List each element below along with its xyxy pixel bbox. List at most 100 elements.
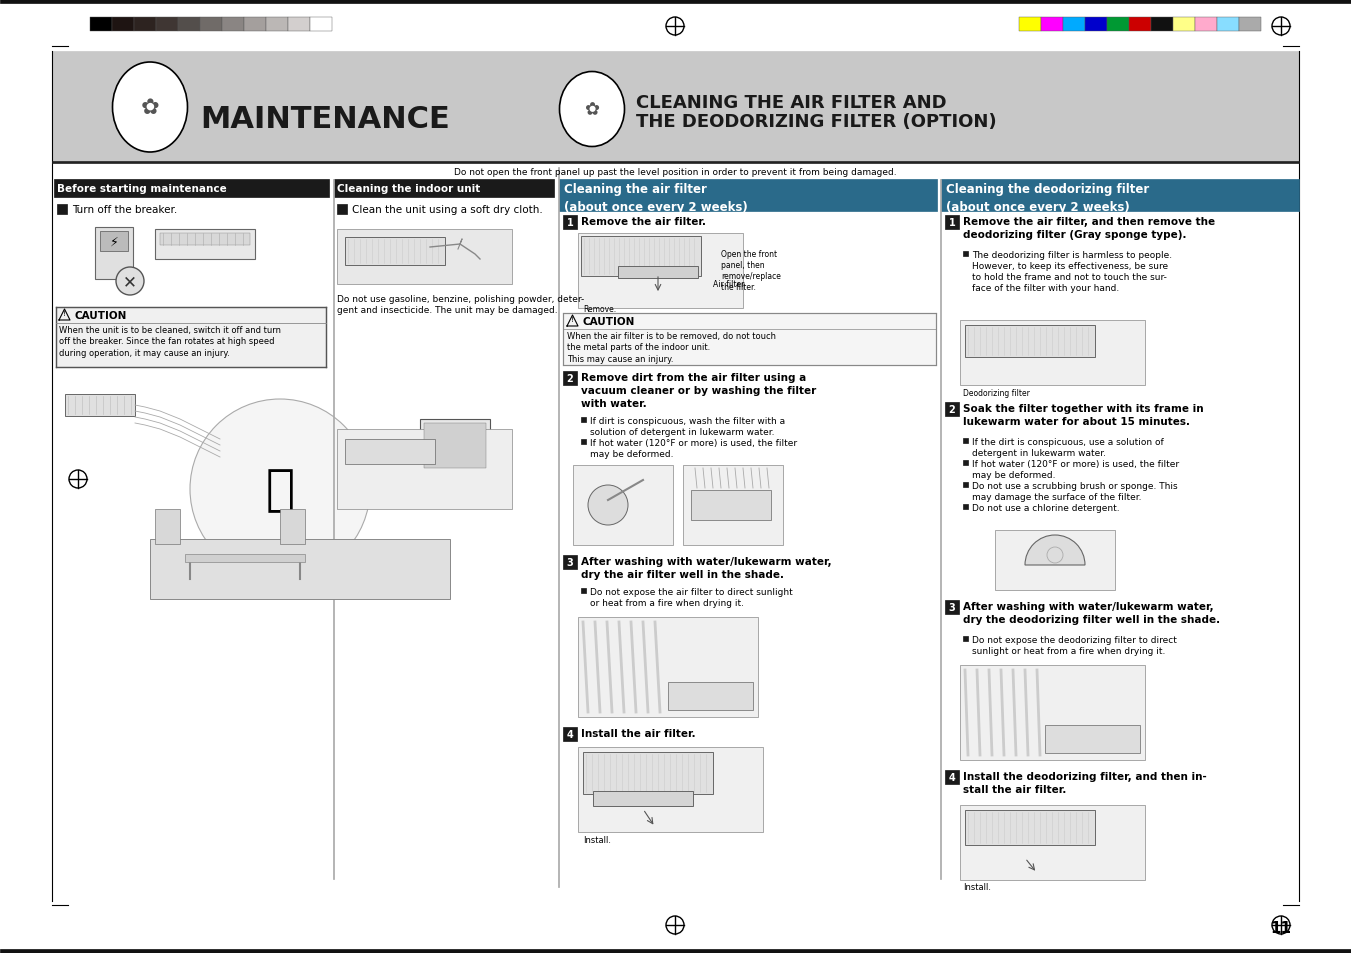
Bar: [178, 18, 200, 32]
Bar: [563, 727, 577, 741]
Bar: [617, 267, 698, 278]
Bar: [155, 510, 180, 544]
Bar: [581, 588, 586, 594]
Bar: [91, 18, 112, 32]
Bar: [1019, 18, 1042, 32]
Bar: [1129, 18, 1151, 32]
Text: Open the front
panel, then
remove/replace
the filter.: Open the front panel, then remove/replac…: [721, 250, 781, 292]
Bar: [965, 810, 1096, 845]
Bar: [563, 215, 577, 230]
Text: 4: 4: [948, 772, 955, 782]
Bar: [57, 205, 68, 214]
Text: 4: 4: [566, 729, 573, 740]
Text: Install.: Install.: [963, 882, 992, 891]
Bar: [309, 18, 332, 32]
Text: ✕: ✕: [123, 273, 136, 291]
Text: !: !: [63, 311, 66, 316]
Bar: [578, 747, 763, 832]
Bar: [345, 237, 444, 266]
Text: Soak the filter together with its frame in
lukewarm water for about 15 minutes.: Soak the filter together with its frame …: [963, 403, 1204, 427]
Bar: [155, 230, 255, 260]
Bar: [1151, 18, 1173, 32]
Text: The deodorizing filter is harmless to people.
However, to keep its effectiveness: The deodorizing filter is harmless to pe…: [971, 251, 1173, 293]
Bar: [65, 395, 135, 416]
Bar: [95, 228, 132, 280]
Text: gent and insecticide. The unit may be damaged.: gent and insecticide. The unit may be da…: [336, 306, 558, 314]
Text: Clean the unit using a soft dry cloth.: Clean the unit using a soft dry cloth.: [353, 205, 543, 214]
Text: Install.: Install.: [584, 835, 611, 844]
Bar: [563, 372, 577, 386]
Text: ✿: ✿: [585, 101, 600, 119]
Bar: [684, 465, 784, 545]
Bar: [667, 682, 753, 710]
Text: CLEANING THE AIR FILTER AND: CLEANING THE AIR FILTER AND: [636, 94, 947, 112]
Bar: [965, 326, 1096, 357]
Text: Remove the air filter.: Remove the air filter.: [581, 216, 707, 227]
Bar: [424, 423, 486, 469]
Bar: [1217, 18, 1239, 32]
Bar: [961, 320, 1146, 386]
Bar: [245, 18, 266, 32]
Bar: [112, 18, 134, 32]
Text: 1: 1: [566, 218, 573, 228]
Bar: [288, 18, 309, 32]
Bar: [581, 439, 586, 444]
Bar: [690, 491, 771, 520]
Bar: [963, 460, 969, 465]
Text: 2: 2: [948, 405, 955, 415]
Bar: [345, 439, 435, 464]
Bar: [159, 233, 250, 246]
Bar: [280, 510, 305, 544]
Text: 2: 2: [566, 374, 573, 384]
Text: If hot water (120°F or more) is used, the filter
may be deformed.: If hot water (120°F or more) is used, th…: [971, 459, 1179, 479]
Text: Do not use a scrubbing brush or sponge. This
may damage the surface of the filte: Do not use a scrubbing brush or sponge. …: [971, 481, 1178, 501]
Bar: [563, 556, 577, 569]
Bar: [584, 752, 713, 794]
Bar: [100, 232, 128, 252]
Text: Cleaning the air filter
(about once every 2 weeks): Cleaning the air filter (about once ever…: [563, 183, 747, 213]
Bar: [222, 18, 245, 32]
Bar: [944, 770, 959, 784]
Text: !: !: [571, 316, 574, 322]
Text: After washing with water/lukewarm water,
dry the deodorizing filter well in the : After washing with water/lukewarm water,…: [963, 601, 1220, 624]
Text: Cleaning the indoor unit: Cleaning the indoor unit: [336, 184, 480, 193]
Bar: [1046, 725, 1140, 753]
Bar: [266, 18, 288, 32]
Bar: [963, 252, 969, 256]
Text: Air filter: Air filter: [713, 280, 744, 289]
Text: Do not use a chlorine detergent.: Do not use a chlorine detergent.: [971, 503, 1120, 513]
Text: Remove dirt from the air filter using a
vacuum cleaner or by washing the filter
: Remove dirt from the air filter using a …: [581, 373, 816, 409]
Circle shape: [116, 268, 145, 295]
Bar: [1173, 18, 1196, 32]
Bar: [0, 949, 1351, 953]
Bar: [559, 180, 938, 212]
Bar: [150, 539, 450, 599]
Text: Do not open the front panel up past the level position in order to prevent it fr: Do not open the front panel up past the …: [454, 168, 896, 177]
Text: If hot water (120°F or more) is used, the filter
may be deformed.: If hot water (120°F or more) is used, th…: [590, 438, 797, 458]
Text: CAUTION: CAUTION: [74, 311, 127, 320]
Bar: [1085, 18, 1106, 32]
Bar: [336, 230, 512, 285]
Bar: [944, 215, 959, 230]
Bar: [1042, 18, 1063, 32]
Text: Deodorizing filter: Deodorizing filter: [963, 389, 1029, 397]
Text: Install the air filter.: Install the air filter.: [581, 728, 696, 739]
Bar: [155, 18, 178, 32]
Text: ⚡: ⚡: [109, 235, 119, 248]
Bar: [563, 314, 936, 366]
Text: Cleaning the deodorizing filter
(about once every 2 weeks): Cleaning the deodorizing filter (about o…: [946, 183, 1150, 213]
Bar: [334, 180, 554, 198]
Bar: [593, 791, 693, 806]
Bar: [54, 180, 330, 198]
Bar: [1196, 18, 1217, 32]
Text: After washing with water/lukewarm water,
dry the air filter well in the shade.: After washing with water/lukewarm water,…: [581, 557, 832, 579]
Text: If the dirt is conspicuous, use a solution of
detergent in lukewarm water.: If the dirt is conspicuous, use a soluti…: [971, 437, 1163, 457]
Text: Turn off the breaker.: Turn off the breaker.: [72, 205, 177, 214]
Text: THE DEODORIZING FILTER (OPTION): THE DEODORIZING FILTER (OPTION): [636, 112, 997, 131]
Bar: [1106, 18, 1129, 32]
Circle shape: [588, 485, 628, 525]
Bar: [336, 430, 512, 510]
Text: Do not use gasoline, benzine, polishing powder, deter-: Do not use gasoline, benzine, polishing …: [336, 294, 584, 304]
Text: Do not expose the deodorizing filter to direct
sunlight or heat from a fire when: Do not expose the deodorizing filter to …: [971, 636, 1177, 656]
Text: CAUTION: CAUTION: [582, 316, 635, 327]
